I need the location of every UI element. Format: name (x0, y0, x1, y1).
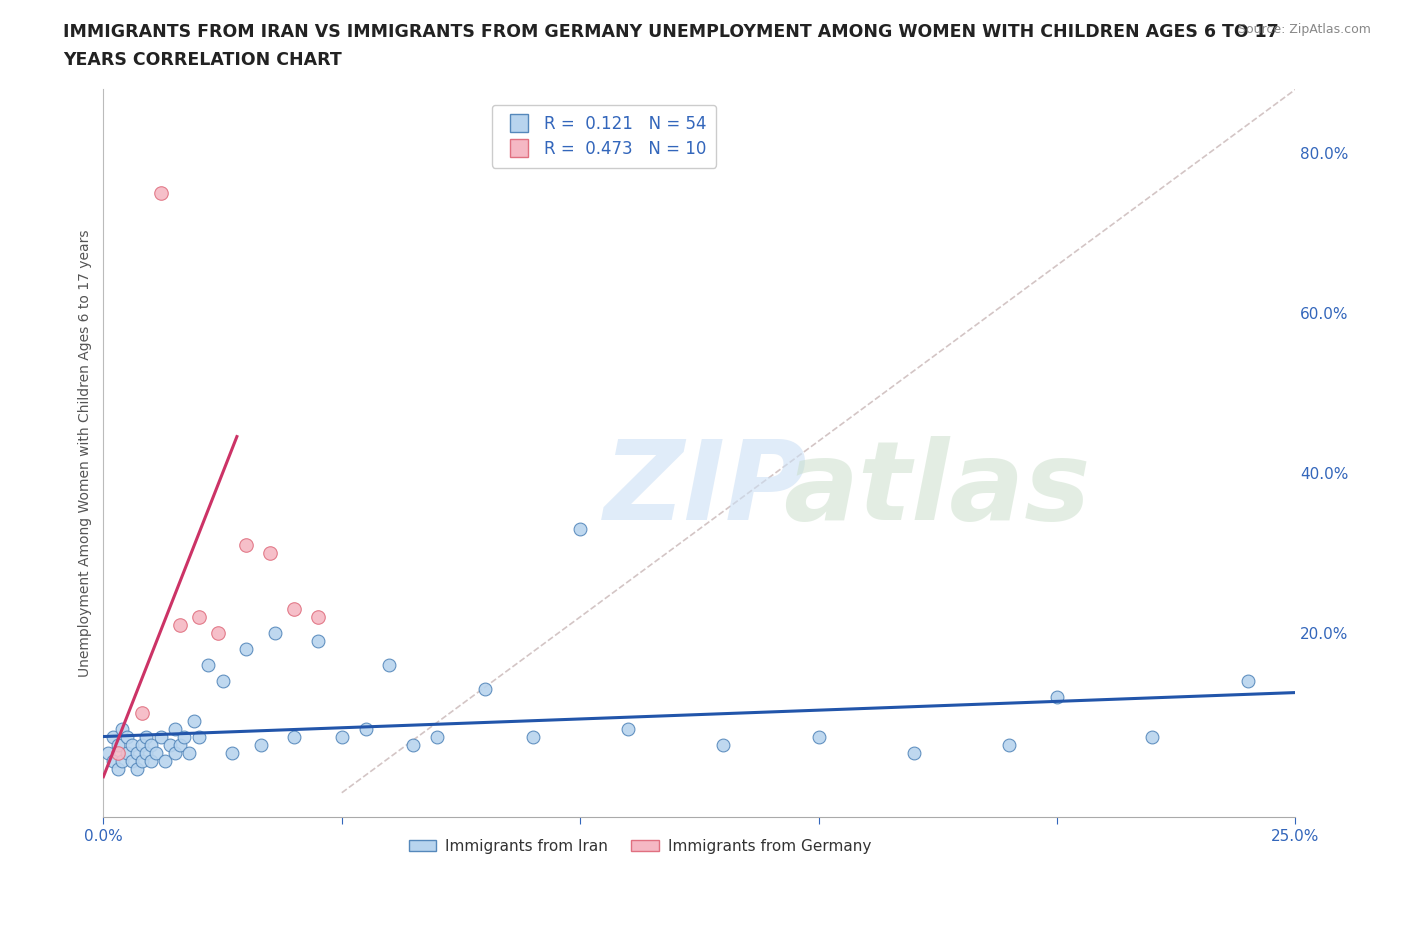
Point (307, 633, 329, 648)
Point (183, 713, 205, 728)
Point (135, 729, 157, 744)
Point (807, 729, 830, 744)
Point (998, 737, 1021, 752)
Point (187, 729, 209, 744)
Point (187, 609, 209, 624)
Point (179, 745, 201, 760)
Point (569, 522, 592, 537)
Point (163, 745, 186, 760)
Point (169, 618, 191, 632)
Point (197, 658, 219, 672)
Point (1142, 729, 1164, 744)
Point (135, 745, 157, 760)
Point (155, 753, 177, 768)
Text: IMMIGRANTS FROM IRAN VS IMMIGRANTS FROM GERMANY UNEMPLOYMENT AMONG WOMEN WITH CH: IMMIGRANTS FROM IRAN VS IMMIGRANTS FROM … (63, 23, 1279, 41)
Point (903, 745, 925, 760)
Point (107, 762, 129, 777)
Point (522, 729, 544, 744)
Point (173, 729, 195, 744)
Point (235, 538, 257, 552)
Point (211, 673, 233, 688)
Legend: Immigrants from Iran, Immigrants from Germany: Immigrants from Iran, Immigrants from Ge… (402, 832, 877, 860)
Point (711, 737, 734, 752)
Point (125, 745, 148, 760)
Point (169, 737, 191, 752)
Point (145, 745, 167, 760)
Point (101, 753, 124, 768)
Point (107, 737, 129, 752)
Text: atlas: atlas (783, 436, 1090, 543)
Point (354, 722, 377, 737)
Point (107, 745, 129, 760)
Point (1046, 689, 1069, 704)
Point (221, 745, 243, 760)
Point (115, 745, 138, 760)
Point (139, 753, 162, 768)
Point (264, 626, 287, 641)
Point (131, 753, 153, 768)
Point (149, 186, 172, 201)
Y-axis label: Unemployment Among Women with Children Ages 6 to 17 years: Unemployment Among Women with Children A… (79, 230, 93, 677)
Point (283, 729, 305, 744)
Point (235, 642, 257, 657)
Point (125, 762, 148, 777)
Point (163, 722, 186, 737)
Point (115, 729, 138, 744)
Text: ZIP: ZIP (605, 436, 807, 543)
Point (101, 729, 124, 744)
Point (131, 737, 153, 752)
Point (149, 729, 172, 744)
Point (121, 737, 143, 752)
Point (330, 729, 353, 744)
Point (307, 609, 329, 624)
Text: Source: ZipAtlas.com: Source: ZipAtlas.com (1237, 23, 1371, 36)
Point (159, 737, 181, 752)
Point (426, 729, 449, 744)
Point (111, 722, 134, 737)
Point (121, 753, 143, 768)
Point (207, 626, 229, 641)
Point (111, 753, 134, 768)
Point (97, 745, 120, 760)
Point (249, 737, 271, 752)
Point (474, 682, 496, 697)
Point (131, 705, 153, 720)
Point (617, 722, 640, 737)
Point (378, 658, 401, 672)
Point (283, 602, 305, 617)
Point (139, 737, 162, 752)
Point (402, 737, 425, 752)
Point (259, 546, 281, 561)
Text: YEARS CORRELATION CHART: YEARS CORRELATION CHART (63, 51, 342, 69)
Point (1236, 673, 1258, 688)
